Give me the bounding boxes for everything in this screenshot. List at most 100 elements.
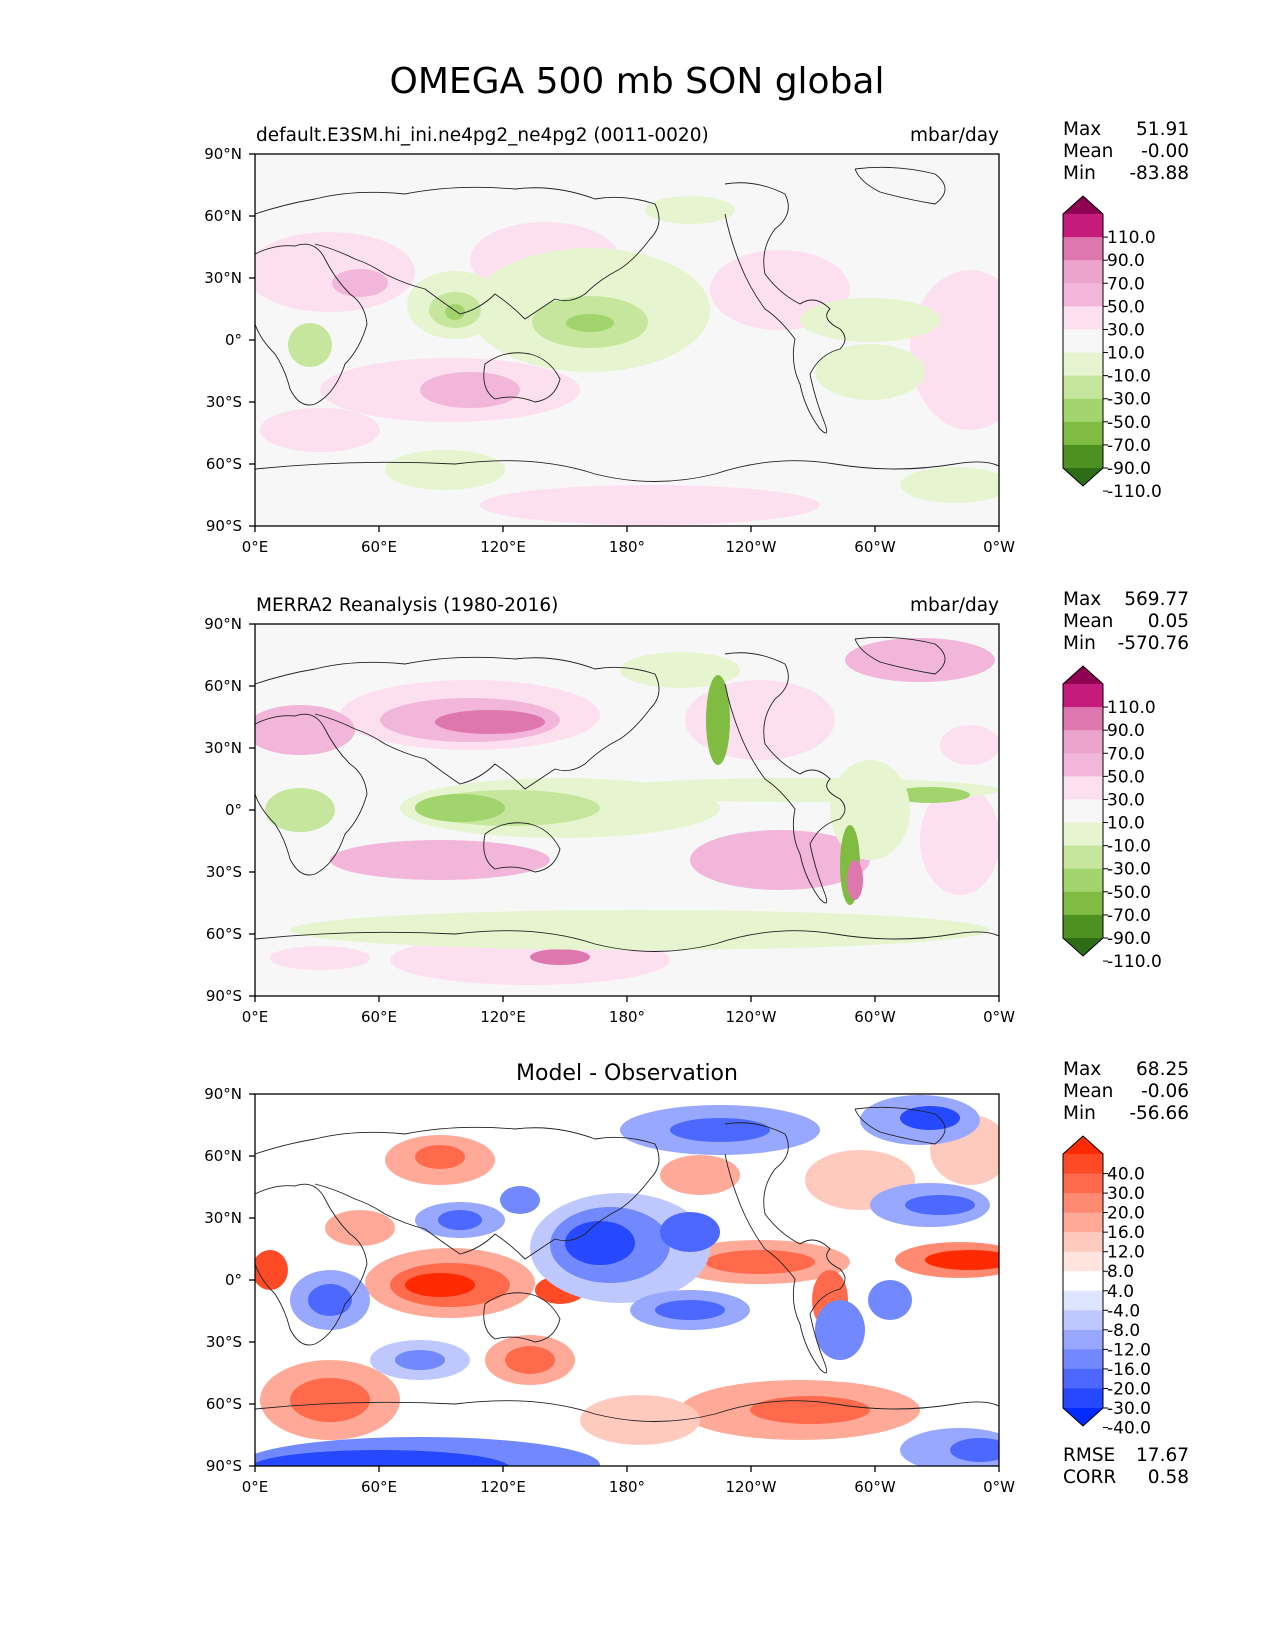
colorbar-swatch (1063, 799, 1103, 824)
panel-units: mbar/day (910, 125, 999, 146)
colorbar-extend-min (1063, 938, 1103, 956)
colorbar-swatch (1063, 306, 1103, 331)
contour-blob (505, 1346, 555, 1374)
colorbar-swatch (1063, 329, 1103, 354)
panel-observation: MERRA2 Reanalysis (1980-2016) mbar/day (204, 589, 1189, 1026)
stat-min-label: Min (1063, 1103, 1096, 1124)
lon-tick-label: 0°E (242, 1008, 269, 1026)
colorbar-swatch (1063, 214, 1103, 238)
stat-max-value: 68.25 (1136, 1059, 1189, 1080)
colorbar-tick-label: -20.0 (1107, 1379, 1151, 1399)
colorbar-swatch (1063, 421, 1103, 446)
contour-blob (925, 1250, 999, 1270)
contour-blob (415, 794, 505, 822)
coastline-americas (724, 1122, 846, 1374)
colorbar-swatch (1063, 260, 1103, 284)
stat-mean-label: Mean (1063, 1081, 1113, 1102)
colorbar-tick-label: -30.0 (1107, 860, 1151, 880)
panel-stats: Max 51.91 Mean -0.00 Min -83.88 (1063, 119, 1189, 184)
lat-tick-label: 60°S (206, 1395, 242, 1413)
colorbar-tick-label: 70.0 (1107, 744, 1145, 764)
colorbar-swatch (1063, 730, 1103, 754)
lon-tick-label: 120°W (726, 538, 777, 556)
colorbar-tick-label: 20.0 (1107, 1204, 1145, 1224)
contour-blob (255, 705, 355, 755)
colorbar: 110.0 90.0 70.0 50.0 30.0 10.0 -10.0 -30.0 -50.0… (1062, 665, 1162, 972)
lon-tick-label: 0°W (983, 538, 1015, 556)
contour-blob (566, 314, 614, 332)
y-tick-labels: 90°N 60°N 30°N 0° 30°S 60°S 90°S (204, 145, 242, 535)
colorbar-extend-min (1063, 468, 1103, 486)
contour-blob (705, 1250, 815, 1274)
colorbar-swatch (1063, 1232, 1103, 1253)
contour-blob (670, 1118, 770, 1142)
contour-blob (308, 1284, 352, 1316)
contour-blob (620, 652, 740, 688)
contour-blob (910, 270, 999, 430)
lat-tick-label: 90°N (204, 1085, 242, 1103)
colorbar-tick-label: 8.0 (1107, 1262, 1134, 1282)
colorbar-swatch (1063, 776, 1103, 801)
coastline-africa (255, 1183, 368, 1346)
coastline-australia (483, 822, 561, 873)
colorbar-tick-label: -30.0 (1107, 390, 1151, 410)
contour-blob (868, 1280, 912, 1320)
colorbar-swatch (1063, 1251, 1103, 1272)
stat-max-value: 51.91 (1136, 119, 1189, 140)
contour-blob (530, 949, 590, 965)
coastline-group (255, 166, 999, 482)
contour-blob (706, 675, 730, 765)
contour-blob (800, 298, 940, 342)
stat-mean-label: Mean (1063, 141, 1113, 162)
colorbar-tick-label: 50.0 (1107, 767, 1145, 787)
stat-max-label: Max (1063, 119, 1101, 140)
colorbar-tick-label: -110.0 (1107, 482, 1162, 502)
map-plot-area (254, 1093, 1000, 1467)
contour-blob (815, 1300, 865, 1360)
colorbar-tick-label: 4.0 (1107, 1282, 1134, 1302)
lon-tick-label: 120°E (480, 538, 526, 556)
coastline-eurasia (255, 1126, 660, 1260)
panel-extra-stats: RMSE 17.67 CORR 0.58 (1063, 1445, 1189, 1488)
colorbar-tick-label: 30.0 (1107, 790, 1145, 810)
contour-blob (420, 372, 520, 408)
stat-min-value: -56.66 (1129, 1103, 1189, 1124)
colorbar-swatch (1063, 845, 1103, 870)
lat-tick-label: 90°S (206, 517, 242, 535)
coastline-americas (724, 652, 846, 904)
stat-corr-label: CORR (1063, 1467, 1116, 1488)
coastlines (255, 636, 999, 952)
contour-blob (265, 788, 335, 832)
contour-blob (890, 787, 970, 803)
stat-min-label: Min (1063, 633, 1096, 654)
colorbar-tick-label: -30.0 (1107, 1399, 1151, 1419)
contour-blob (330, 840, 550, 880)
contour-blob (920, 785, 999, 895)
contour-blob (288, 323, 332, 367)
colorbar-tick-label: 16.0 (1107, 1223, 1145, 1243)
lat-tick-label: 60°N (204, 1147, 242, 1165)
coastline-eurasia (255, 186, 660, 320)
lat-tick-label: 90°S (206, 987, 242, 1005)
colorbar-tick-label: -70.0 (1107, 906, 1151, 926)
coastline-australia (483, 1292, 561, 1343)
colorbar-swatch (1063, 375, 1103, 400)
coastline-eurasia (255, 656, 660, 790)
tick-marks (249, 153, 1000, 532)
colorbar-extend-max (1063, 196, 1103, 214)
colorbar-swatch (1063, 684, 1103, 708)
colorbar-swatch (1063, 283, 1103, 307)
colorbar-swatch (1063, 1349, 1103, 1370)
colorbar-swatch (1063, 352, 1103, 377)
contour-blob (270, 946, 370, 970)
lon-tick-label: 0°E (242, 1478, 269, 1496)
colorbar-swatch (1063, 914, 1103, 939)
lon-tick-label: 60°W (854, 538, 896, 556)
colorbar-swatch (1063, 1212, 1103, 1233)
colorbar: 110.0 90.0 70.0 50.0 30.0 10.0 -10.0 -30.0 -50.0… (1062, 195, 1162, 502)
coastline-group (255, 636, 999, 952)
colorbar-tick-label: -40.0 (1107, 1419, 1151, 1439)
contour-blob (950, 1438, 999, 1462)
panel-center-title: Model - Observation (516, 1061, 738, 1086)
lat-tick-label: 60°S (206, 455, 242, 473)
